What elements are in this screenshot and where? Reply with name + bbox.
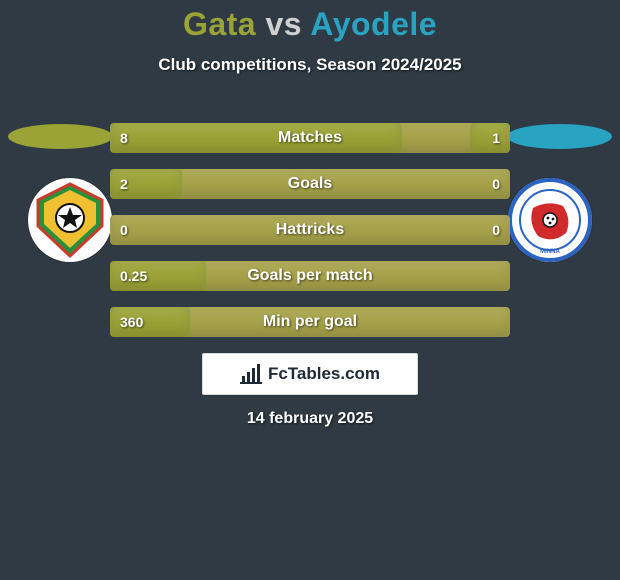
bar-value-right: 1 bbox=[482, 123, 510, 153]
badge-icon: MINNA bbox=[508, 178, 592, 262]
bar-value-right bbox=[490, 261, 510, 291]
bar-row-mpg: 360 Min per goal bbox=[110, 307, 510, 337]
ellipse-left bbox=[8, 124, 113, 149]
shield-icon bbox=[28, 178, 112, 262]
date-text: 14 february 2025 bbox=[0, 410, 620, 428]
stat-bars: 8 Matches 1 2 Goals 0 0 Hattricks 0 0.25… bbox=[110, 123, 510, 353]
bar-value-right: 0 bbox=[482, 215, 510, 245]
brand-text: FcTables.com bbox=[268, 364, 380, 384]
bar-label: Min per goal bbox=[110, 307, 510, 337]
bar-row-goals: 2 Goals 0 bbox=[110, 169, 510, 199]
svg-text:MINNA: MINNA bbox=[540, 249, 560, 255]
bar-value-right: 0 bbox=[482, 169, 510, 199]
title-player2: Ayodele bbox=[310, 6, 437, 42]
bar-label: Goals per match bbox=[110, 261, 510, 291]
bar-label: Goals bbox=[110, 169, 510, 199]
team-logo-right: MINNA bbox=[508, 178, 592, 262]
team-logo-left bbox=[28, 178, 112, 262]
title: Gata vs Ayodele bbox=[0, 0, 620, 43]
ellipse-right bbox=[507, 124, 612, 149]
subtitle: Club competitions, Season 2024/2025 bbox=[0, 55, 620, 75]
title-vs: vs bbox=[265, 6, 302, 42]
brand-box: FcTables.com bbox=[202, 353, 418, 395]
bar-value-right bbox=[490, 307, 510, 337]
bar-label: Matches bbox=[110, 123, 510, 153]
bar-row-gpm: 0.25 Goals per match bbox=[110, 261, 510, 291]
bar-chart-icon bbox=[240, 364, 262, 384]
bar-row-matches: 8 Matches 1 bbox=[110, 123, 510, 153]
infographic-container: Gata vs Ayodele Club competitions, Seaso… bbox=[0, 0, 620, 580]
bar-row-hattricks: 0 Hattricks 0 bbox=[110, 215, 510, 245]
bar-label: Hattricks bbox=[110, 215, 510, 245]
title-player1: Gata bbox=[183, 6, 256, 42]
